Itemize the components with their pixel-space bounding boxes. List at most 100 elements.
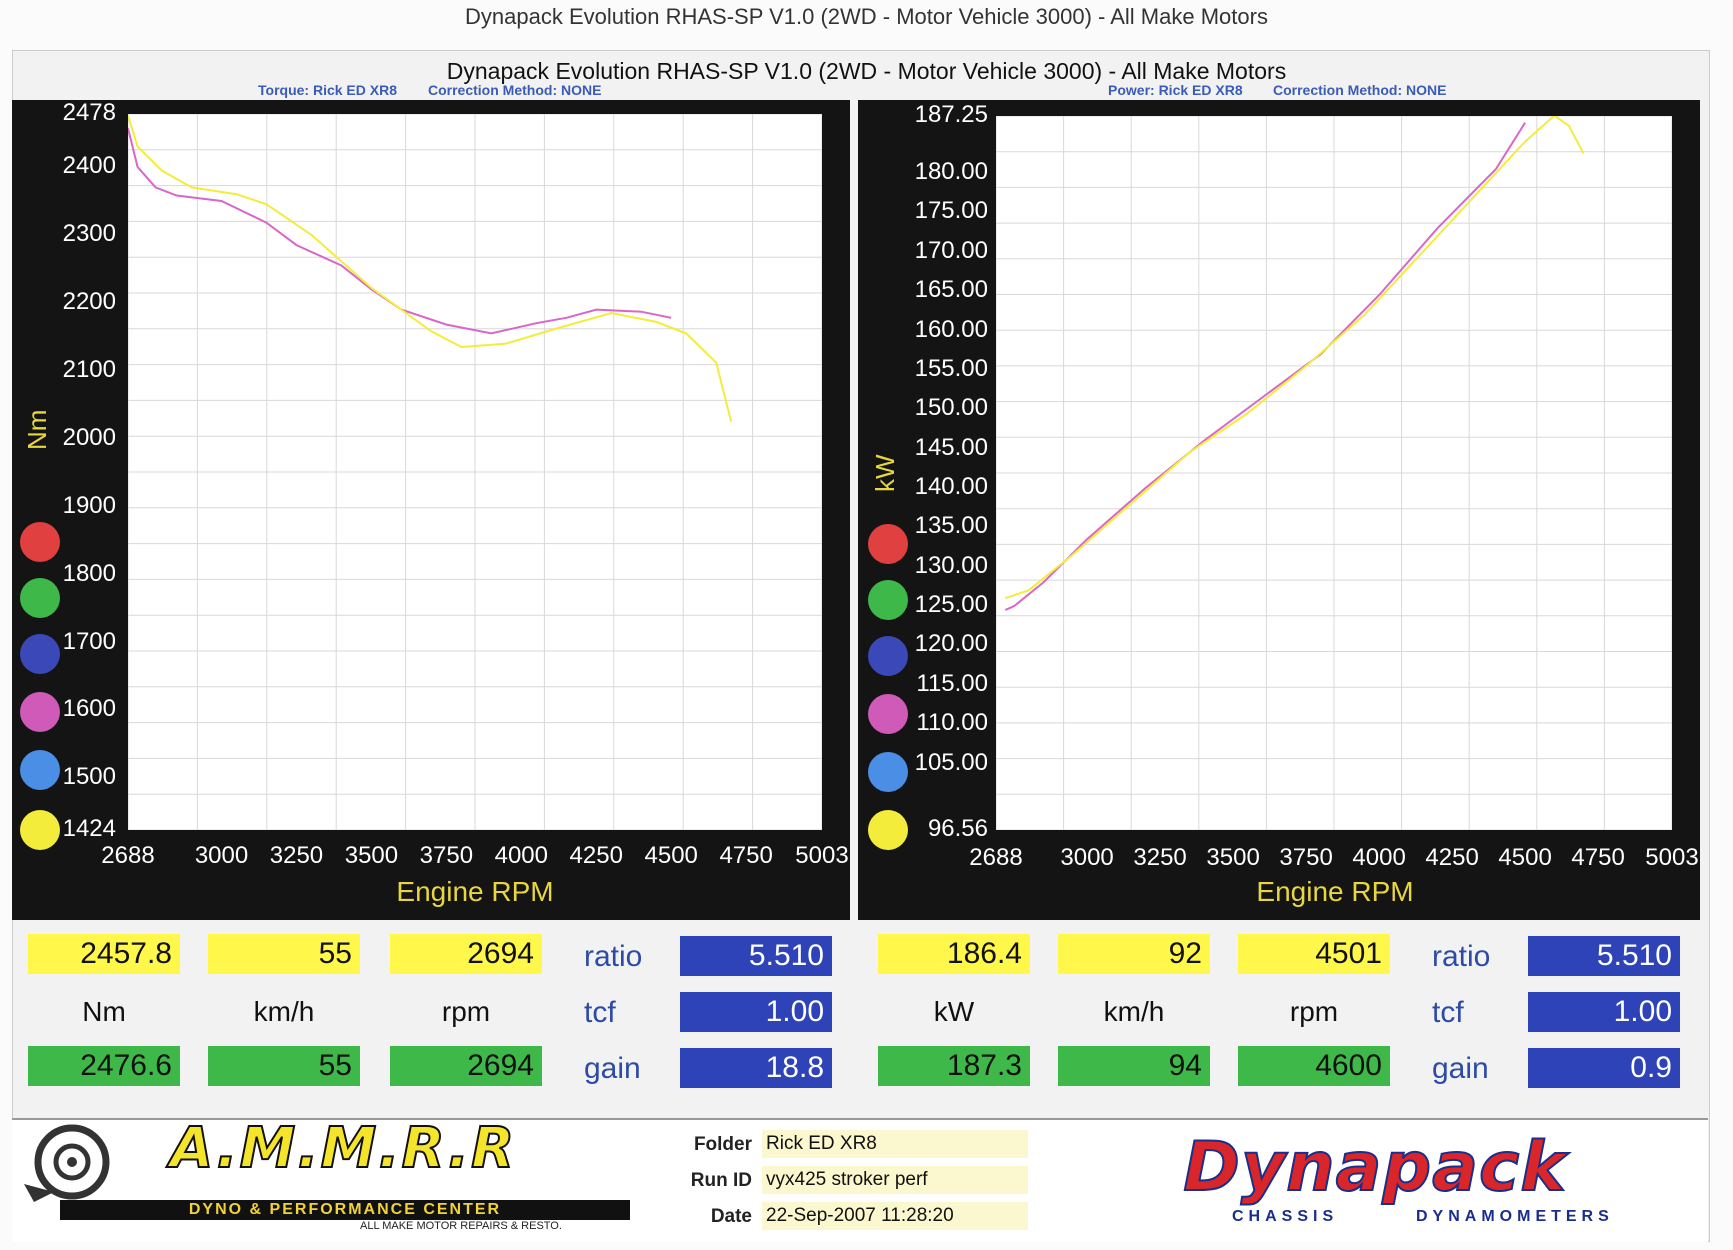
grid-lines — [128, 114, 822, 830]
y-tick-label: 1700 — [62, 627, 116, 655]
y-tick-label: 180.00 — [914, 158, 988, 186]
readout-param-label: gain — [584, 1052, 641, 1085]
readout-param-value: 0.9 — [1528, 1048, 1680, 1088]
x-tick-label: 3000 — [1060, 844, 1114, 871]
readout-yellow-value: 92 — [1058, 934, 1210, 974]
readout-param-label: tcf — [584, 996, 616, 1029]
readout-yellow-value: 4501 — [1238, 934, 1390, 974]
x-tick-label: 3000 — [194, 842, 249, 869]
series-line-1 — [128, 115, 733, 422]
y-tick-label: 140.00 — [914, 472, 988, 500]
run-dot-right — [868, 636, 908, 676]
torque-chart-title: Torque: Rick ED XR8 — [258, 82, 397, 98]
readout-green-value: 187.3 — [878, 1046, 1030, 1086]
x-tick-label: 3500 — [1206, 844, 1260, 871]
y-tick-label: 135.00 — [914, 512, 988, 540]
x-tick-label: 5003 — [1645, 844, 1699, 871]
y-tick-label: 1600 — [62, 695, 116, 723]
y-tick-label: 120.00 — [914, 630, 988, 658]
readout-param-label: tcf — [1432, 996, 1464, 1029]
readout-yellow-value: 2694 — [390, 934, 542, 974]
run-dot-right — [868, 752, 908, 792]
run-dot-left — [20, 578, 60, 618]
y-tick-label: 2200 — [62, 287, 116, 315]
y-tick-label: 1800 — [62, 559, 116, 587]
y-tick-label: 130.00 — [914, 551, 988, 579]
y-tick-label: 1500 — [62, 763, 116, 791]
y-tick-label: 96.56 — [927, 815, 988, 842]
date-value: 22-Sep-2007 11:28:20 — [762, 1202, 1028, 1230]
readout-unit-label: rpm — [1289, 996, 1339, 1027]
page-header-title: Dynapack Evolution RHAS-SP V1.0 (2WD - M… — [465, 4, 1268, 29]
readout-green-value: 94 — [1058, 1046, 1210, 1086]
x-tick-label: 2688 — [969, 844, 1023, 871]
y-tick-label: 2478 — [62, 99, 116, 126]
folder-label: Folder — [693, 1134, 752, 1155]
torque-x-axis-label: Engine RPM — [396, 876, 554, 907]
readout-param-value: 5.510 — [680, 936, 832, 976]
x-tick-label: 3250 — [269, 842, 324, 869]
run-dot-left — [20, 692, 60, 732]
readout-param-value: 1.00 — [1528, 992, 1680, 1032]
torque-correction-label: Correction Method: NONE — [428, 82, 602, 98]
readout-yellow-value: 186.4 — [878, 934, 1030, 974]
y-tick-label: 115.00 — [916, 669, 988, 697]
readout-unit-label: km/h — [1103, 996, 1165, 1027]
dynapack-brand-logo: Dynapack — [1182, 1127, 1567, 1208]
readout-param-value: 5.510 — [1528, 936, 1680, 976]
x-tick-label: 4750 — [1571, 844, 1625, 871]
readout-green-value: 55 — [208, 1046, 360, 1086]
y-tick-label: 105.00 — [914, 748, 988, 776]
run-dot-right — [868, 810, 908, 850]
x-tick-label: 4000 — [1352, 844, 1406, 871]
x-tick-label: 4500 — [1498, 844, 1552, 871]
brand-sub-right: DYNAMOMETERS — [1416, 1208, 1614, 1225]
readout-unit-label: Nm — [82, 996, 126, 1027]
y-tick-label: 2100 — [62, 355, 116, 383]
power-chart-title: Power: Rick ED XR8 — [1108, 82, 1243, 98]
logo-subtitle: DYNO & PERFORMANCE CENTER — [60, 1200, 630, 1220]
grid-lines — [996, 116, 1672, 830]
folder-value: Rick ED XR8 — [762, 1130, 1028, 1158]
readout-param-value: 1.00 — [680, 992, 832, 1032]
readout-unit-label: rpm — [441, 996, 491, 1027]
ammrr-logo-text: A.M.M.R.R — [169, 1115, 517, 1182]
run-dot-right — [868, 694, 908, 734]
readout-param-label: ratio — [1432, 940, 1491, 973]
y-tick-label: 165.00 — [914, 276, 988, 304]
torque-chart-plot — [128, 114, 822, 830]
run-dot-left — [20, 810, 60, 850]
brand-sub-left: CHASSIS — [1232, 1208, 1339, 1225]
x-tick-label: 4500 — [644, 842, 698, 869]
readout-param-label: ratio — [584, 940, 643, 973]
readout-unit-label: km/h — [253, 996, 315, 1027]
readout-yellow-value: 55 — [208, 934, 360, 974]
run-dot-right — [868, 580, 908, 620]
x-tick-label: 4250 — [1425, 844, 1479, 871]
readout-green-value: 2476.6 — [28, 1046, 180, 1086]
y-tick-label: 155.00 — [914, 354, 988, 382]
readout-green-value: 2694 — [390, 1046, 542, 1086]
x-tick-label: 3250 — [1133, 844, 1187, 871]
report-title: Dynapack Evolution RHAS-SP V1.0 (2WD - M… — [446, 58, 1287, 84]
y-tick-label: 125.00 — [914, 591, 988, 619]
y-tick-label: 150.00 — [914, 394, 988, 422]
y-tick-label: 170.00 — [914, 236, 988, 264]
readout-yellow-value: 2457.8 — [28, 934, 180, 974]
run-dot-left — [20, 750, 60, 790]
x-tick-label: 4000 — [494, 842, 548, 869]
y-tick-label: 2300 — [62, 219, 116, 247]
x-tick-label: 3750 — [419, 842, 474, 869]
run-id-label: Run ID — [690, 1170, 752, 1191]
y-tick-label: 160.00 — [914, 315, 988, 343]
readout-unit-label: kW — [933, 996, 975, 1027]
x-tick-label: 3500 — [344, 842, 399, 869]
y-tick-label: 2000 — [62, 423, 116, 451]
readout-param-value: 18.8 — [680, 1048, 832, 1088]
y-tick-label: 145.00 — [914, 433, 988, 461]
turbo-logo-icon — [24, 1124, 110, 1202]
date-label: Date — [710, 1206, 752, 1227]
x-tick-label: 4750 — [719, 842, 773, 869]
y-tick-label: 1900 — [62, 491, 116, 519]
x-tick-label: 2688 — [101, 842, 155, 869]
